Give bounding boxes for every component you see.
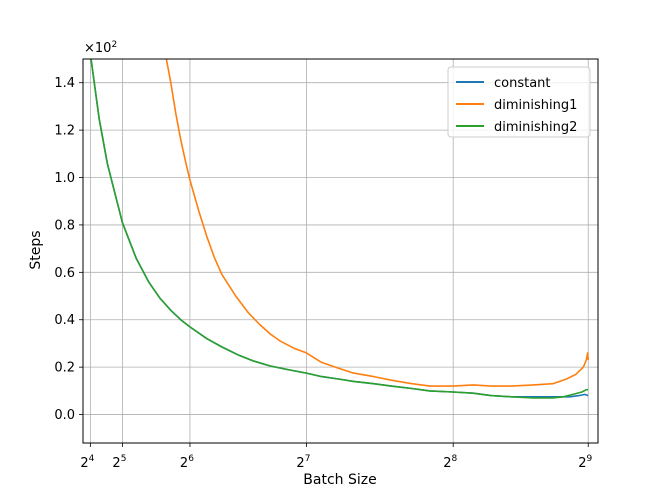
y-axis-ticks: 0.0 0.2 0.4 0.6 0.8 1.0 1.2 1.4 [54, 76, 83, 423]
x-tick-label: 27 [296, 454, 310, 471]
x-tick-label: 26 [180, 454, 194, 471]
legend-label: diminishing2 [494, 120, 577, 135]
series-lines [90, 59, 589, 399]
legend-box [447, 66, 591, 138]
x-axis-ticks: 24 25 26 27 28 29 [80, 443, 593, 471]
y-tick-label: 1.4 [54, 76, 75, 91]
x-tick-label: 25 [112, 454, 126, 471]
series-line-diminishing2 [90, 59, 589, 399]
series-line-diminishing1 [165, 59, 589, 387]
y-axis-scale-factor: ×102 [84, 40, 117, 56]
x-tick-label: 24 [80, 454, 94, 471]
grid [83, 59, 598, 443]
legend-label: diminishing1 [494, 98, 577, 113]
y-axis-label: Steps [28, 230, 44, 269]
y-tick-label: 0.8 [54, 218, 75, 233]
y-tick-label: 0.4 [54, 313, 75, 328]
y-tick-label: 0.2 [54, 361, 75, 376]
y-tick-label: 1.0 [54, 171, 75, 186]
x-tick-label: 29 [578, 454, 592, 471]
y-tick-label: 0.6 [54, 266, 75, 281]
plot-frame [82, 58, 599, 444]
x-tick-label: 28 [443, 454, 457, 471]
legend-label: constant [494, 76, 551, 91]
y-tick-label: 1.2 [54, 124, 75, 139]
legend: constant diminishing1 diminishing2 [447, 66, 591, 138]
y-tick-label: 0.0 [54, 408, 75, 423]
x-axis-label: Batch Size [303, 472, 376, 488]
